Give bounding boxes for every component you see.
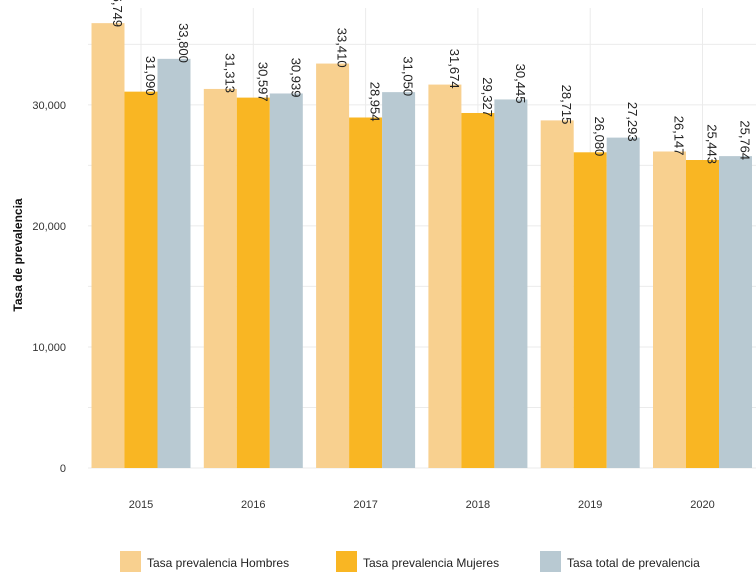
x-axis: 2015 2016 2017 2018 2019 2020 — [129, 499, 715, 511]
y-tick-label: 0 — [60, 463, 66, 475]
bar-2020-mujeres — [686, 160, 719, 468]
data-label: 28,715 — [559, 85, 574, 125]
legend-swatch — [120, 551, 141, 572]
bars — [91, 23, 752, 469]
bar-2017-total — [382, 92, 416, 468]
data-label: 28,954 — [368, 82, 383, 122]
data-labels: 36,749 31,090 33,800 31,313 30,597 30,939 33,4… — [110, 0, 753, 164]
bar-2015-hombres — [91, 23, 125, 469]
data-label: 26,147 — [672, 116, 687, 156]
legend-item: Tasa prevalencia Mujeres — [336, 551, 499, 572]
data-label: 30,597 — [255, 62, 270, 102]
y-tick-label: 10,000 — [32, 342, 66, 354]
y-tick-label: 20,000 — [32, 221, 66, 233]
data-label: 33,800 — [176, 23, 191, 63]
data-label: 31,313 — [222, 53, 237, 93]
data-label: 30,445 — [513, 64, 528, 104]
y-axis-title: Tasa de prevalencia — [11, 198, 25, 312]
bar-2019-mujeres — [573, 152, 607, 468]
bar-2019-hombres — [540, 120, 574, 468]
data-label: 33,410 — [335, 28, 350, 68]
bar-2020-hombres — [653, 151, 686, 468]
data-label: 31,050 — [401, 56, 416, 96]
bar-2016-total — [269, 93, 303, 468]
legend-label: Tasa prevalencia Mujeres — [363, 556, 499, 570]
bar-2016-hombres — [203, 88, 237, 469]
data-label: 36,749 — [110, 0, 125, 27]
bar-2017-hombres — [316, 63, 350, 468]
data-label: 25,443 — [705, 124, 720, 164]
data-label: 30,939 — [288, 58, 303, 98]
bar-2020-total — [719, 156, 752, 468]
bar-2017-mujeres — [349, 117, 383, 468]
legend-swatch — [336, 551, 357, 572]
bar-2015-total — [157, 58, 191, 469]
bar-2018-total — [494, 99, 528, 468]
x-tick-label: 2020 — [690, 499, 714, 511]
y-tick-label: 30,000 — [32, 100, 66, 112]
legend-label: Tasa prevalencia Hombres — [147, 556, 289, 570]
bar-2018-mujeres — [461, 112, 495, 468]
bar-2016-mujeres — [236, 97, 270, 468]
x-tick-label: 2019 — [578, 499, 602, 511]
x-tick-label: 2018 — [466, 499, 490, 511]
x-tick-label: 2015 — [129, 499, 153, 511]
bar-2018-hombres — [428, 84, 462, 469]
data-label: 26,080 — [592, 117, 607, 157]
data-label: 29,327 — [480, 77, 495, 117]
legend-item: Tasa total de prevalencia — [540, 551, 700, 572]
x-tick-label: 2016 — [241, 499, 265, 511]
bar-2015-mujeres — [124, 91, 158, 468]
bar-2019-total — [606, 137, 640, 468]
legend: Tasa prevalencia Hombres Tasa prevalencia… — [120, 551, 700, 572]
x-tick-label: 2017 — [353, 499, 377, 511]
y-axis: 0 10,000 20,000 30,000 — [32, 100, 66, 475]
legend-label: Tasa total de prevalencia — [567, 556, 700, 570]
data-label: 25,764 — [738, 120, 753, 160]
data-label: 31,090 — [143, 56, 158, 96]
data-label: 27,293 — [625, 102, 640, 142]
legend-swatch — [540, 551, 561, 572]
data-label: 31,674 — [447, 49, 462, 89]
legend-item: Tasa prevalencia Hombres — [120, 551, 289, 572]
